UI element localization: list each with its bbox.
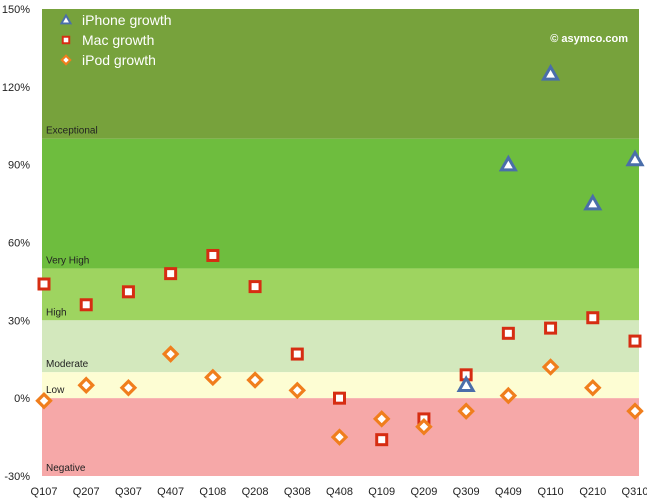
legend-label: iPod growth: [82, 52, 156, 68]
point-diamond-Q210: [584, 379, 602, 397]
point-diamond-Q308: [288, 381, 307, 400]
point-triangle-Q409: [498, 154, 518, 172]
x-tick-label: Q408: [326, 486, 353, 498]
x-tick-label: Q209: [410, 486, 437, 498]
zone-band-0: [42, 9, 639, 139]
y-tick-label: 0%: [14, 393, 30, 405]
point-diamond-Q108: [204, 368, 222, 387]
zone-label-1: Very High: [46, 255, 89, 266]
watermark: © asymco.com: [550, 33, 628, 45]
point-square-Q208: [248, 280, 262, 294]
legend: iPhone growth Mac growth iPod growth: [59, 12, 172, 68]
legend-label: Mac growth: [82, 32, 154, 48]
point-diamond-Q309: [457, 402, 475, 420]
y-tick-label: -30%: [4, 471, 30, 483]
zone-band-1: [42, 138, 639, 269]
x-tick-label: Q407: [157, 486, 184, 498]
point-diamond-Q310: [626, 402, 644, 420]
point-triangle-Q110: [540, 63, 561, 81]
zone-label-2: High: [46, 307, 67, 318]
point-diamond-Q407: [161, 345, 180, 363]
y-tick-label: 150%: [2, 4, 30, 16]
point-square-Q109: [375, 433, 389, 447]
point-diamond-Q209: [415, 417, 433, 436]
x-tick-label: Q409: [495, 486, 522, 498]
legend-marker-diamond: [60, 54, 72, 66]
point-square-Q308: [290, 347, 304, 361]
point-diamond-Q110: [541, 358, 560, 376]
x-tick-label: Q307: [115, 486, 142, 498]
point-square-Q207: [79, 298, 93, 312]
x-tick-label: Q210: [579, 486, 606, 498]
x-axis: Q107 Q207 Q307 Q407 Q108 Q208 Q308 Q408 Q109 Q209…: [31, 486, 647, 498]
zone-label-5: Negative: [46, 463, 86, 474]
point-diamond-Q109: [372, 410, 391, 428]
point-square-Q409: [501, 326, 515, 340]
point-square-Q307: [121, 285, 135, 299]
x-tick-label: Q207: [73, 486, 100, 498]
x-tick-label: Q310: [622, 486, 647, 498]
point-square-Q107: [37, 277, 51, 291]
y-tick-label: 60%: [8, 238, 30, 250]
zone-band-2: [42, 268, 639, 321]
x-tick-label: Q109: [368, 486, 395, 498]
point-diamond-Q107: [35, 391, 53, 410]
point-diamond-Q409: [499, 386, 518, 405]
point-triangle-Q210: [583, 193, 603, 211]
point-diamond-Q307: [119, 379, 138, 397]
x-tick-label: Q108: [199, 486, 226, 498]
zone-label-0: Exceptional: [46, 126, 98, 137]
point-triangle-Q310: [625, 149, 645, 167]
point-square-Q408: [333, 391, 346, 405]
zone-label-4: Low: [46, 385, 65, 396]
point-diamond-Q408: [330, 428, 349, 446]
x-tick-label: Q110: [538, 486, 564, 498]
point-square-Q310: [628, 334, 642, 348]
x-tick-label: Q308: [284, 486, 311, 498]
point-square-Q108: [206, 248, 220, 262]
point-square-Q407: [164, 267, 178, 281]
y-tick-label: 120%: [2, 82, 30, 94]
y-axis: -30% 0% 30% 60% 90% 120% 150%: [2, 4, 30, 483]
y-tick-label: 30%: [8, 315, 30, 327]
data-points: [35, 63, 645, 447]
x-tick-label: Q107: [31, 486, 58, 498]
point-diamond-Q208: [246, 371, 264, 389]
y-tick-label: 90%: [8, 160, 30, 172]
x-tick-label: Q309: [453, 486, 480, 498]
point-triangle-Q309: [456, 375, 476, 392]
legend-marker-square: [61, 35, 71, 45]
legend-marker-triangle: [59, 13, 73, 25]
point-square-Q210: [586, 311, 600, 325]
point-square-Q110: [544, 321, 558, 335]
zone-bands: Exceptional Very High High Moderate Low Negat…: [42, 9, 639, 476]
point-diamond-Q207: [77, 376, 95, 394]
x-tick-label: Q208: [242, 486, 269, 498]
legend-label: iPhone growth: [82, 12, 172, 28]
zone-band-3: [42, 320, 639, 373]
zone-label-3: Moderate: [46, 359, 89, 370]
